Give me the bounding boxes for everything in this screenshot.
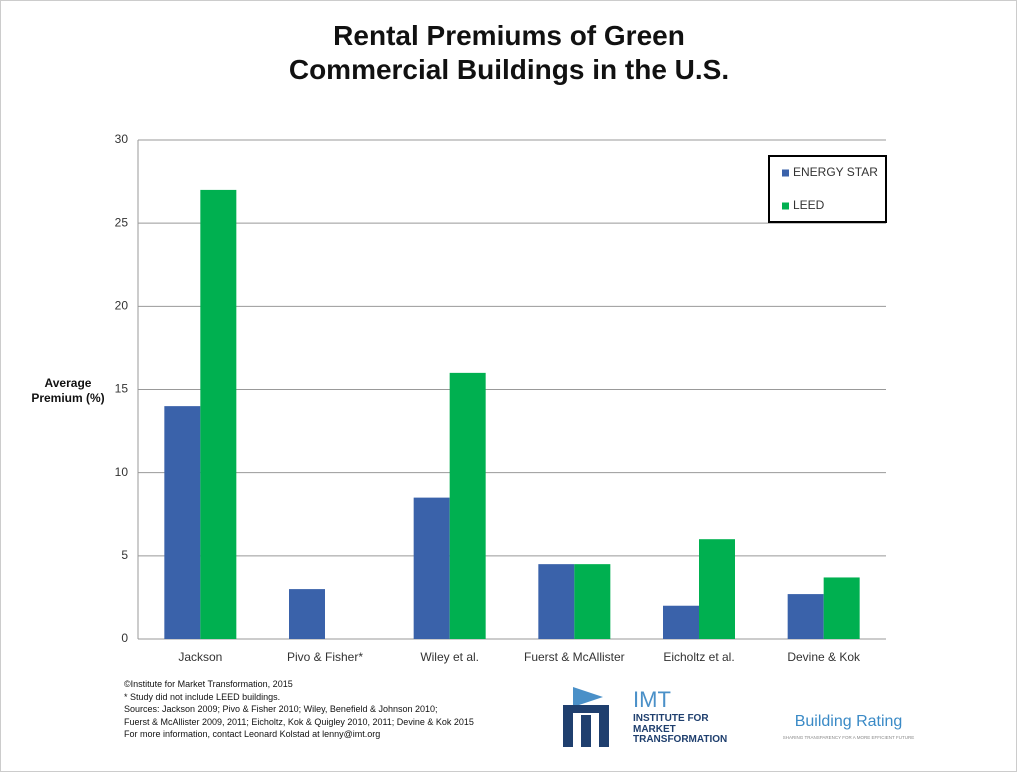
x-tick-label: Eicholtz et al.	[663, 650, 734, 664]
legend-swatch	[782, 169, 789, 177]
bar	[787, 594, 824, 639]
bar	[699, 539, 735, 639]
footnote: * Study did not include LEED buildings.	[124, 691, 281, 702]
y-tick-label: 30	[115, 132, 129, 146]
imt-icon	[563, 687, 609, 747]
bar	[289, 589, 325, 639]
bar	[538, 564, 575, 639]
bar	[823, 577, 860, 639]
building-rating-logo: Building Rating SHARING TRANSPARENCY FOR…	[741, 713, 956, 740]
x-tick-label: Jackson	[178, 650, 222, 664]
chart-title: Rental Premiums of Green Commercial Buil…	[288, 20, 730, 85]
x-tick-label: Pivo & Fisher*	[287, 650, 363, 664]
y-tick-label: 15	[115, 382, 129, 396]
footnote: For more information, contact Leonard Ko…	[124, 729, 381, 739]
footnote: Sources: Jackson 2009; Pivo & Fisher 201…	[124, 704, 438, 714]
bar	[413, 497, 450, 639]
y-tick-label: 5	[121, 548, 128, 562]
y-tick-label: 10	[115, 465, 129, 479]
y-tick-label: 20	[115, 299, 129, 313]
imt-full-name: INSTITUTE FOR MARKET TRANSFORMATION	[633, 713, 728, 745]
y-tick-label: 0	[121, 631, 128, 645]
x-tick-label: Fuerst & McAllister	[524, 650, 625, 664]
footnote: ©Institute for Market Transformation, 20…	[124, 679, 293, 689]
bar	[164, 406, 201, 639]
y-tick-label: 25	[115, 215, 129, 229]
building-rating-name: Building Rating	[794, 713, 903, 730]
footnotes: ©Institute for Market Transformation, 20…	[124, 678, 474, 741]
imt-logo: IMT INSTITUTE FOR MARKET TRANSFORMATION	[561, 687, 741, 749]
x-tick-label: Wiley et al.	[420, 650, 479, 664]
footnote: Fuerst & McAllister 2009, 2011; Eicholtz…	[124, 716, 474, 727]
legend-swatch	[782, 202, 789, 210]
x-tick-label: Devine & Kok	[787, 650, 861, 664]
legend-label: LEED	[793, 198, 825, 212]
bar	[449, 372, 486, 639]
y-axis-label: Average Premium (%)	[31, 376, 105, 405]
imt-name: IMT	[633, 687, 671, 712]
legend-box	[768, 155, 887, 223]
bar	[663, 605, 699, 639]
bar	[574, 564, 611, 639]
legend-label: ENERGY STAR	[793, 165, 878, 179]
bar	[200, 189, 237, 639]
building-rating-tagline: SHARING TRANSPARENCY FOR A MORE EFFICIEN…	[782, 735, 915, 740]
